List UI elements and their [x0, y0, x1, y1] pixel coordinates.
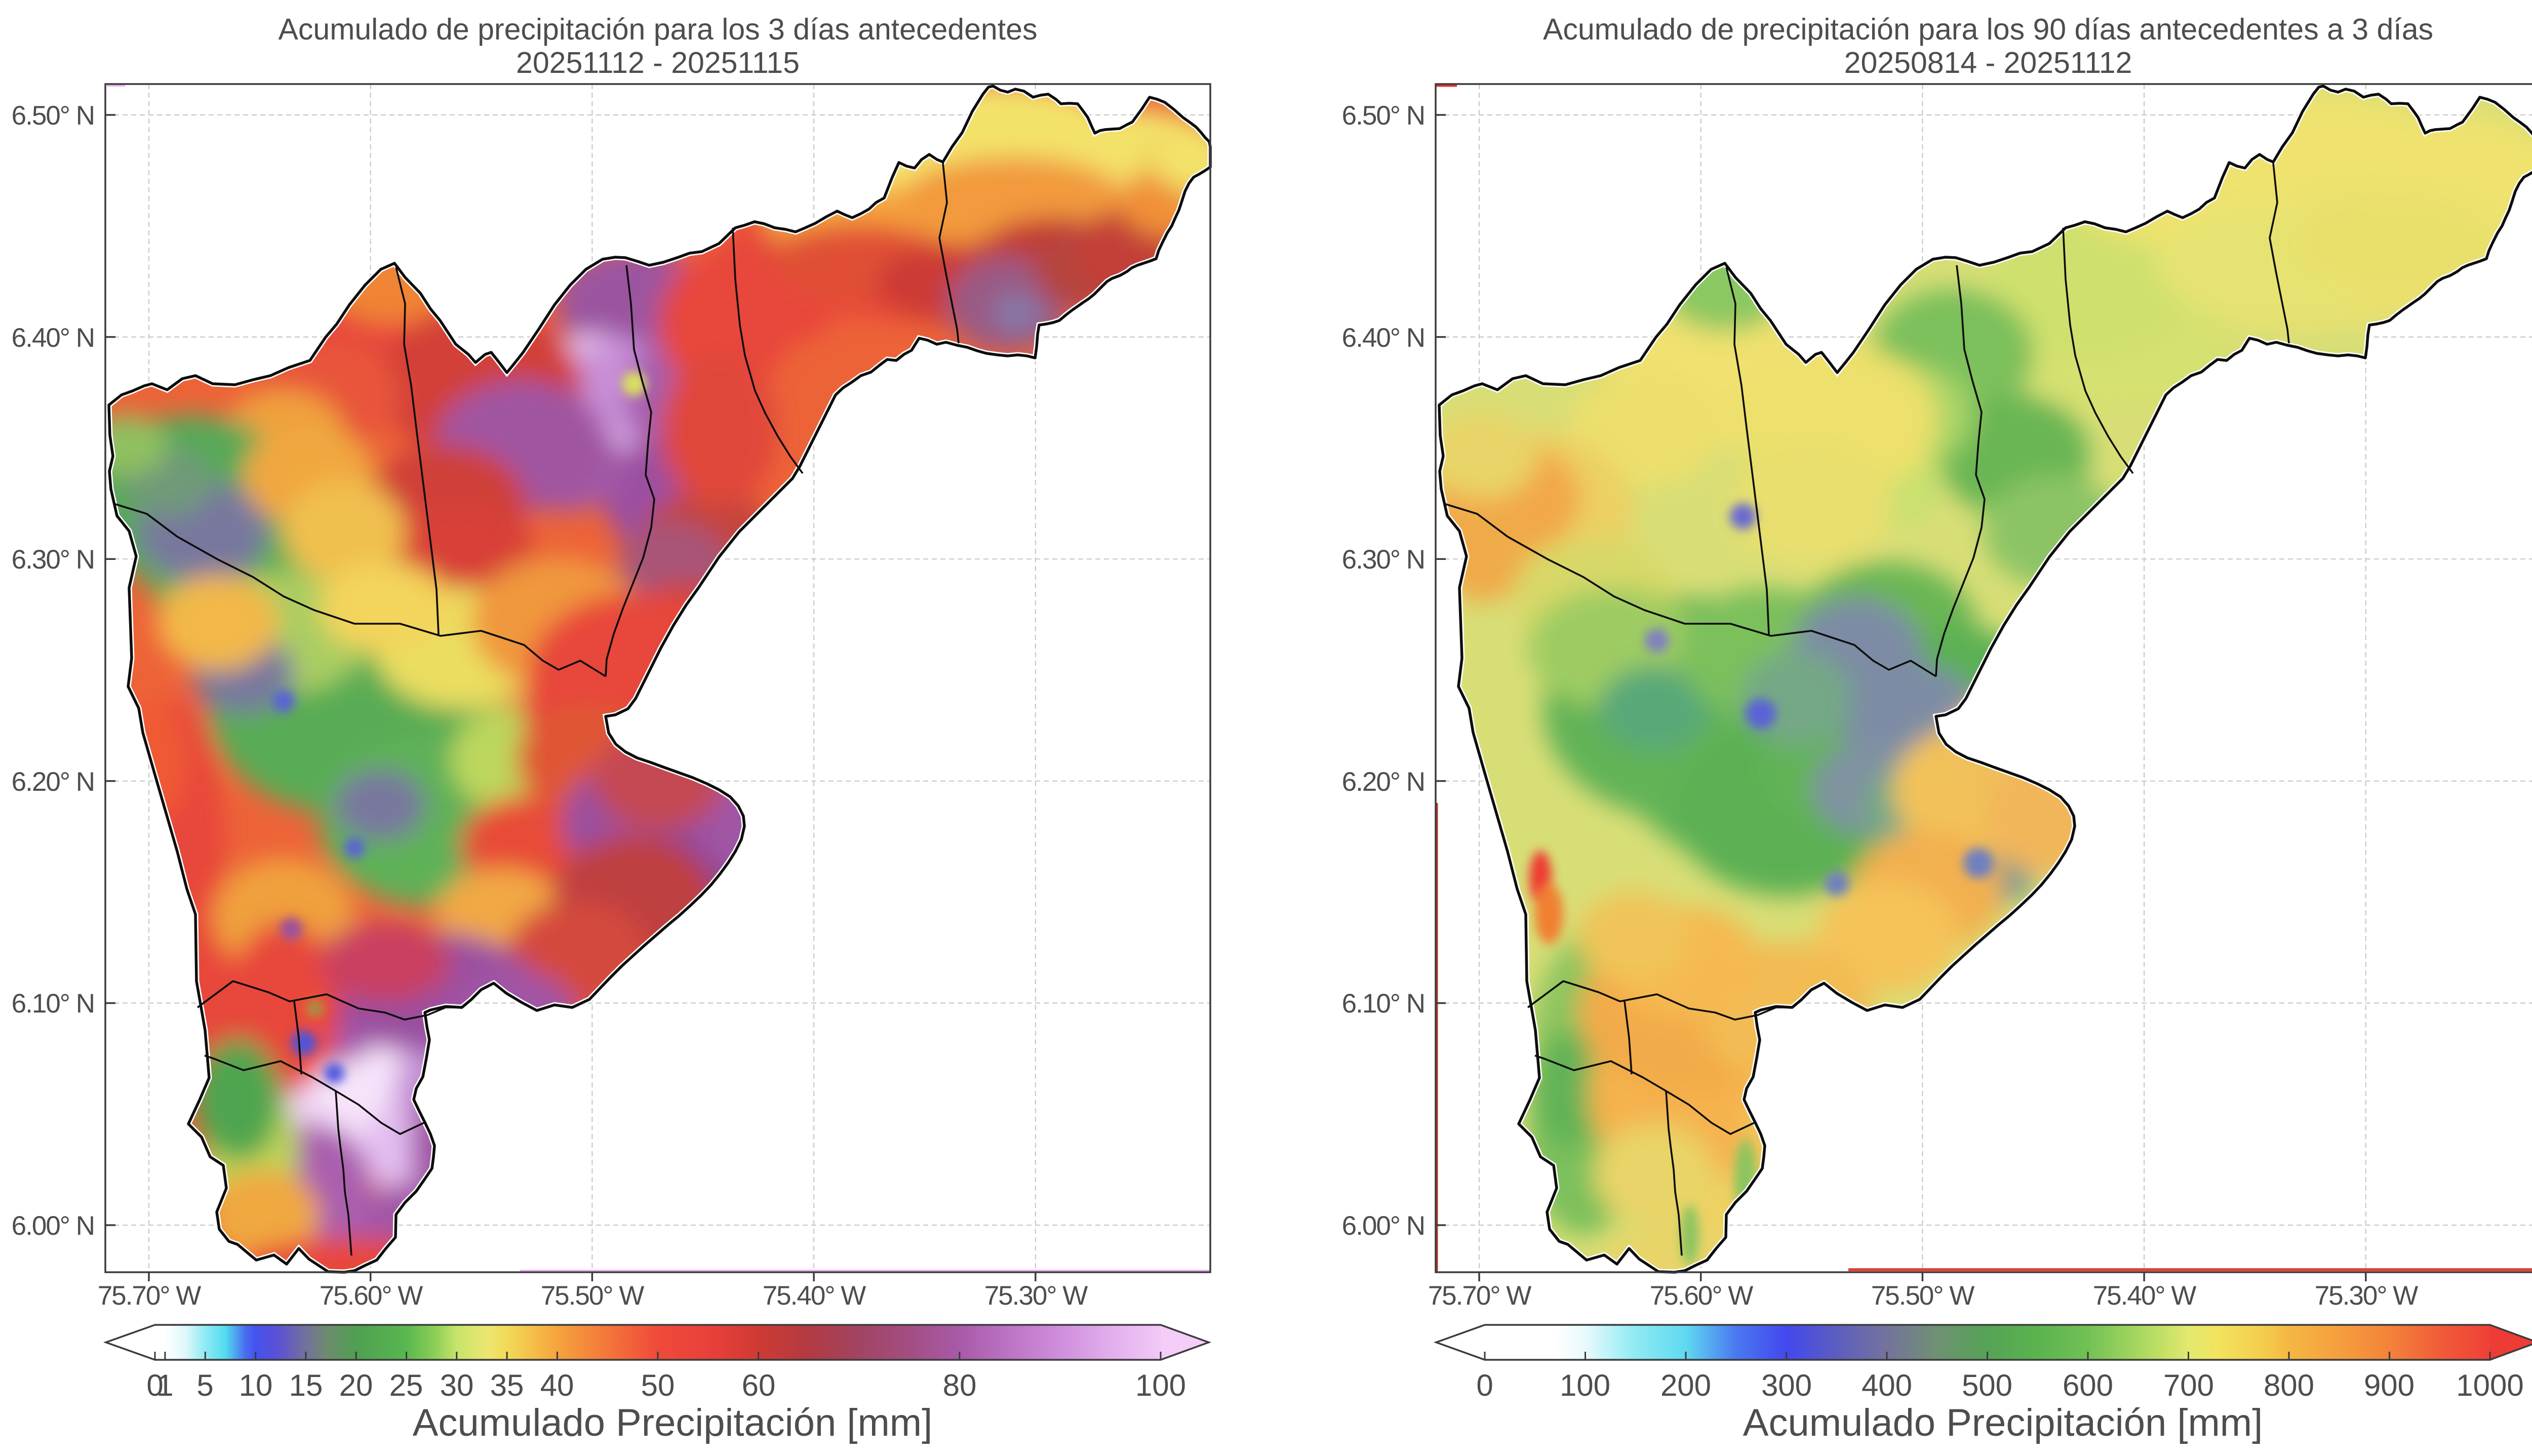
svg-text:75.30° W: 75.30° W — [2315, 1281, 2419, 1311]
svg-text:Acumulado de precipitación par: Acumulado de precipitación para los 3 dí… — [279, 13, 1038, 46]
svg-text:100: 100 — [1135, 1368, 1186, 1402]
svg-text:75.40° W: 75.40° W — [2093, 1281, 2197, 1311]
svg-text:6.00° N: 6.00° N — [12, 1211, 94, 1241]
svg-text:75.50° W: 75.50° W — [541, 1281, 645, 1311]
svg-text:600: 600 — [2063, 1368, 2113, 1402]
svg-text:500: 500 — [1962, 1368, 2012, 1402]
svg-text:1: 1 — [156, 1368, 173, 1402]
svg-text:700: 700 — [2163, 1368, 2214, 1402]
svg-text:6.40° N: 6.40° N — [12, 323, 94, 353]
svg-text:75.40° W: 75.40° W — [763, 1281, 866, 1311]
svg-text:6.30° N: 6.30° N — [12, 545, 94, 575]
svg-text:6.20° N: 6.20° N — [1342, 767, 1425, 797]
svg-text:20: 20 — [339, 1368, 373, 1402]
svg-text:0: 0 — [1476, 1368, 1493, 1402]
svg-text:5: 5 — [196, 1368, 213, 1402]
svg-text:35: 35 — [490, 1368, 524, 1402]
svg-text:6.10° N: 6.10° N — [1342, 989, 1425, 1019]
svg-text:6.30° N: 6.30° N — [1342, 545, 1425, 575]
svg-text:10: 10 — [239, 1368, 273, 1402]
svg-text:40: 40 — [540, 1368, 574, 1402]
svg-text:900: 900 — [2364, 1368, 2415, 1402]
svg-text:6.10° N: 6.10° N — [12, 989, 94, 1019]
svg-text:6.40° N: 6.40° N — [1342, 323, 1425, 353]
svg-text:50: 50 — [641, 1368, 675, 1402]
svg-text:75.70° W: 75.70° W — [1428, 1281, 1532, 1311]
svg-text:75.30° W: 75.30° W — [984, 1281, 1088, 1311]
svg-text:20250814 - 20251112: 20250814 - 20251112 — [1844, 46, 2132, 79]
svg-text:Acumulado Precipitación [mm]: Acumulado Precipitación [mm] — [413, 1401, 932, 1444]
svg-text:Acumulado Precipitación [mm]: Acumulado Precipitación [mm] — [1743, 1401, 2263, 1444]
svg-text:75.60° W: 75.60° W — [320, 1281, 423, 1311]
svg-text:6.50° N: 6.50° N — [12, 101, 94, 131]
svg-text:20251112 - 20251115: 20251112 - 20251115 — [516, 46, 800, 79]
svg-text:80: 80 — [943, 1368, 977, 1402]
svg-text:60: 60 — [742, 1368, 776, 1402]
svg-text:75.50° W: 75.50° W — [1871, 1281, 1975, 1311]
svg-text:800: 800 — [2264, 1368, 2314, 1402]
svg-text:15: 15 — [289, 1368, 323, 1402]
svg-text:6.20° N: 6.20° N — [12, 767, 94, 797]
svg-text:25: 25 — [389, 1368, 423, 1402]
svg-text:6.00° N: 6.00° N — [1342, 1211, 1425, 1241]
svg-text:200: 200 — [1660, 1368, 1711, 1402]
svg-text:1000: 1000 — [2456, 1368, 2523, 1402]
svg-text:0: 0 — [146, 1368, 163, 1402]
svg-text:100: 100 — [1560, 1368, 1610, 1402]
svg-text:Acumulado de precipitación par: Acumulado de precipitación para los 90 d… — [1543, 13, 2433, 46]
svg-text:75.60° W: 75.60° W — [1650, 1281, 1754, 1311]
svg-text:75.70° W: 75.70° W — [98, 1281, 202, 1311]
svg-text:400: 400 — [1862, 1368, 1912, 1402]
svg-text:300: 300 — [1761, 1368, 1812, 1402]
svg-text:30: 30 — [440, 1368, 474, 1402]
svg-text:6.50° N: 6.50° N — [1342, 101, 1425, 131]
